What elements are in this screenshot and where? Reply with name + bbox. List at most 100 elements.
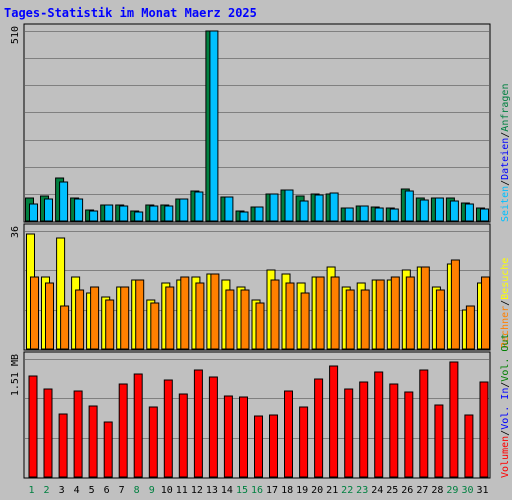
bar-dateien-day-11 bbox=[179, 198, 189, 222]
bar-rechner-day-10 bbox=[165, 286, 175, 350]
day-label-4: 4 bbox=[74, 485, 80, 496]
bar-dateien-day-12 bbox=[194, 191, 204, 222]
bar-rechner-day-18 bbox=[285, 282, 295, 350]
day-label-12: 12 bbox=[191, 485, 203, 496]
bar-volumen-day-7 bbox=[118, 383, 128, 478]
bar-dateien-day-7 bbox=[119, 205, 129, 222]
day-label-2: 2 bbox=[43, 485, 49, 496]
bar-dateien-day-14 bbox=[224, 196, 234, 222]
legend-bottom-vol-in: Vol. In bbox=[500, 388, 511, 430]
bar-rechner-day-24 bbox=[375, 279, 385, 350]
day-label-23: 23 bbox=[356, 485, 368, 496]
bar-rechner-day-5 bbox=[90, 286, 100, 350]
bar-rechner-day-19 bbox=[300, 292, 310, 350]
bar-volumen-day-31 bbox=[479, 381, 489, 478]
legend-top-separator: / bbox=[500, 180, 511, 186]
bar-dateien-day-20 bbox=[314, 194, 324, 222]
bar-rechner-day-6 bbox=[105, 299, 115, 350]
bar-dateien-day-29 bbox=[449, 200, 459, 222]
legend-bottom-vol-out: Vol. Out bbox=[500, 334, 511, 382]
bar-dateien-day-26 bbox=[404, 190, 414, 222]
bar-dateien-day-8 bbox=[134, 211, 144, 222]
bar-dateien-day-16 bbox=[254, 206, 264, 222]
bar-volumen-day-21 bbox=[329, 365, 339, 478]
bar-rechner-day-7 bbox=[120, 286, 130, 350]
bar-volumen-day-20 bbox=[314, 378, 324, 478]
day-label-8: 8 bbox=[134, 485, 140, 496]
bar-dateien-day-4 bbox=[74, 198, 84, 222]
bar-volumen-day-17 bbox=[269, 414, 278, 478]
bar-dateien-day-13 bbox=[209, 30, 219, 222]
legend-bottom-separator: / bbox=[500, 430, 511, 436]
bar-volumen-day-12 bbox=[193, 369, 203, 478]
bar-dateien-day-28 bbox=[434, 197, 444, 222]
legend-top-dateien: Dateien bbox=[500, 138, 511, 180]
bar-volumen-day-25 bbox=[389, 383, 399, 478]
bar-dateien-day-17 bbox=[269, 193, 279, 222]
bar-dateien-day-2 bbox=[44, 198, 53, 222]
bar-volumen-day-27 bbox=[419, 369, 429, 478]
bar-dateien-day-15 bbox=[239, 211, 249, 222]
day-label-25: 25 bbox=[386, 485, 398, 496]
bar-rechner-day-2 bbox=[45, 282, 54, 350]
day-label-5: 5 bbox=[89, 485, 95, 496]
bar-volumen-day-26 bbox=[404, 391, 414, 478]
day-label-31: 31 bbox=[476, 485, 488, 496]
bar-volumen-day-2 bbox=[43, 388, 53, 478]
bar-rechner-day-9 bbox=[150, 302, 160, 350]
bar-volumen-day-24 bbox=[374, 371, 384, 478]
legend-middle-rechner: Rechner bbox=[500, 306, 511, 348]
bar-dateien-day-3 bbox=[59, 181, 69, 222]
chart-title: Tages-Statistik im Monat Maerz 2025 bbox=[4, 6, 257, 20]
day-label-26: 26 bbox=[401, 485, 413, 496]
day-label-30: 30 bbox=[461, 485, 473, 496]
bar-volumen-day-15 bbox=[239, 396, 248, 478]
legend-middle-besuche: Besuche bbox=[500, 258, 511, 300]
legend-bottom-volumen: Volumen bbox=[500, 436, 511, 478]
legend-bottom-separator: / bbox=[500, 382, 511, 388]
bar-dateien-day-31 bbox=[480, 208, 489, 222]
bar-rechner-day-14 bbox=[225, 289, 235, 350]
bar-volumen-day-29 bbox=[449, 361, 459, 478]
bar-volumen-day-6 bbox=[103, 421, 113, 478]
bar-rechner-day-13 bbox=[210, 273, 220, 350]
bar-volumen-day-10 bbox=[163, 379, 173, 478]
bar-volumen-day-18 bbox=[284, 390, 293, 478]
panel-frame-1 bbox=[23, 23, 491, 223]
day-label-29: 29 bbox=[446, 485, 458, 496]
bar-rechner-day-25 bbox=[390, 276, 400, 350]
bar-rechner-day-3 bbox=[60, 305, 70, 350]
day-label-18: 18 bbox=[281, 485, 293, 496]
bar-rechner-day-27 bbox=[420, 266, 430, 350]
legend-middle-separator: / bbox=[500, 300, 511, 306]
bar-volumen-day-14 bbox=[223, 395, 233, 478]
bar-dateien-day-10 bbox=[164, 205, 174, 222]
bar-rechner-day-16 bbox=[255, 302, 265, 350]
bar-dateien-day-6 bbox=[104, 204, 114, 222]
bar-dateien-day-9 bbox=[149, 205, 159, 222]
day-label-14: 14 bbox=[221, 485, 233, 496]
bar-rechner-day-23 bbox=[360, 289, 370, 350]
top-max-label: 510 bbox=[10, 26, 21, 44]
bar-volumen-day-11 bbox=[178, 393, 188, 478]
bar-dateien-day-23 bbox=[359, 205, 369, 222]
bar-rechner-day-28 bbox=[435, 289, 445, 350]
day-label-1: 1 bbox=[28, 485, 34, 496]
bar-volumen-day-5 bbox=[88, 405, 98, 478]
bar-volumen-day-28 bbox=[434, 404, 444, 478]
bar-dateien-day-5 bbox=[89, 210, 99, 222]
bar-rechner-day-12 bbox=[195, 282, 205, 350]
day-label-15: 15 bbox=[236, 485, 248, 496]
bar-rechner-day-20 bbox=[315, 276, 325, 350]
legend-top-anfragen: Anfragen bbox=[500, 84, 511, 132]
legend-top-seiten: Seiten bbox=[500, 186, 511, 222]
bar-rechner-day-17 bbox=[270, 279, 280, 350]
bar-volumen-day-1 bbox=[28, 375, 38, 478]
bar-volumen-day-9 bbox=[148, 406, 158, 478]
day-label-17: 17 bbox=[266, 485, 278, 496]
bar-dateien-day-21 bbox=[329, 192, 339, 222]
bar-rechner-day-21 bbox=[330, 276, 340, 350]
bar-rechner-day-1 bbox=[30, 276, 39, 350]
day-label-9: 9 bbox=[149, 485, 155, 496]
